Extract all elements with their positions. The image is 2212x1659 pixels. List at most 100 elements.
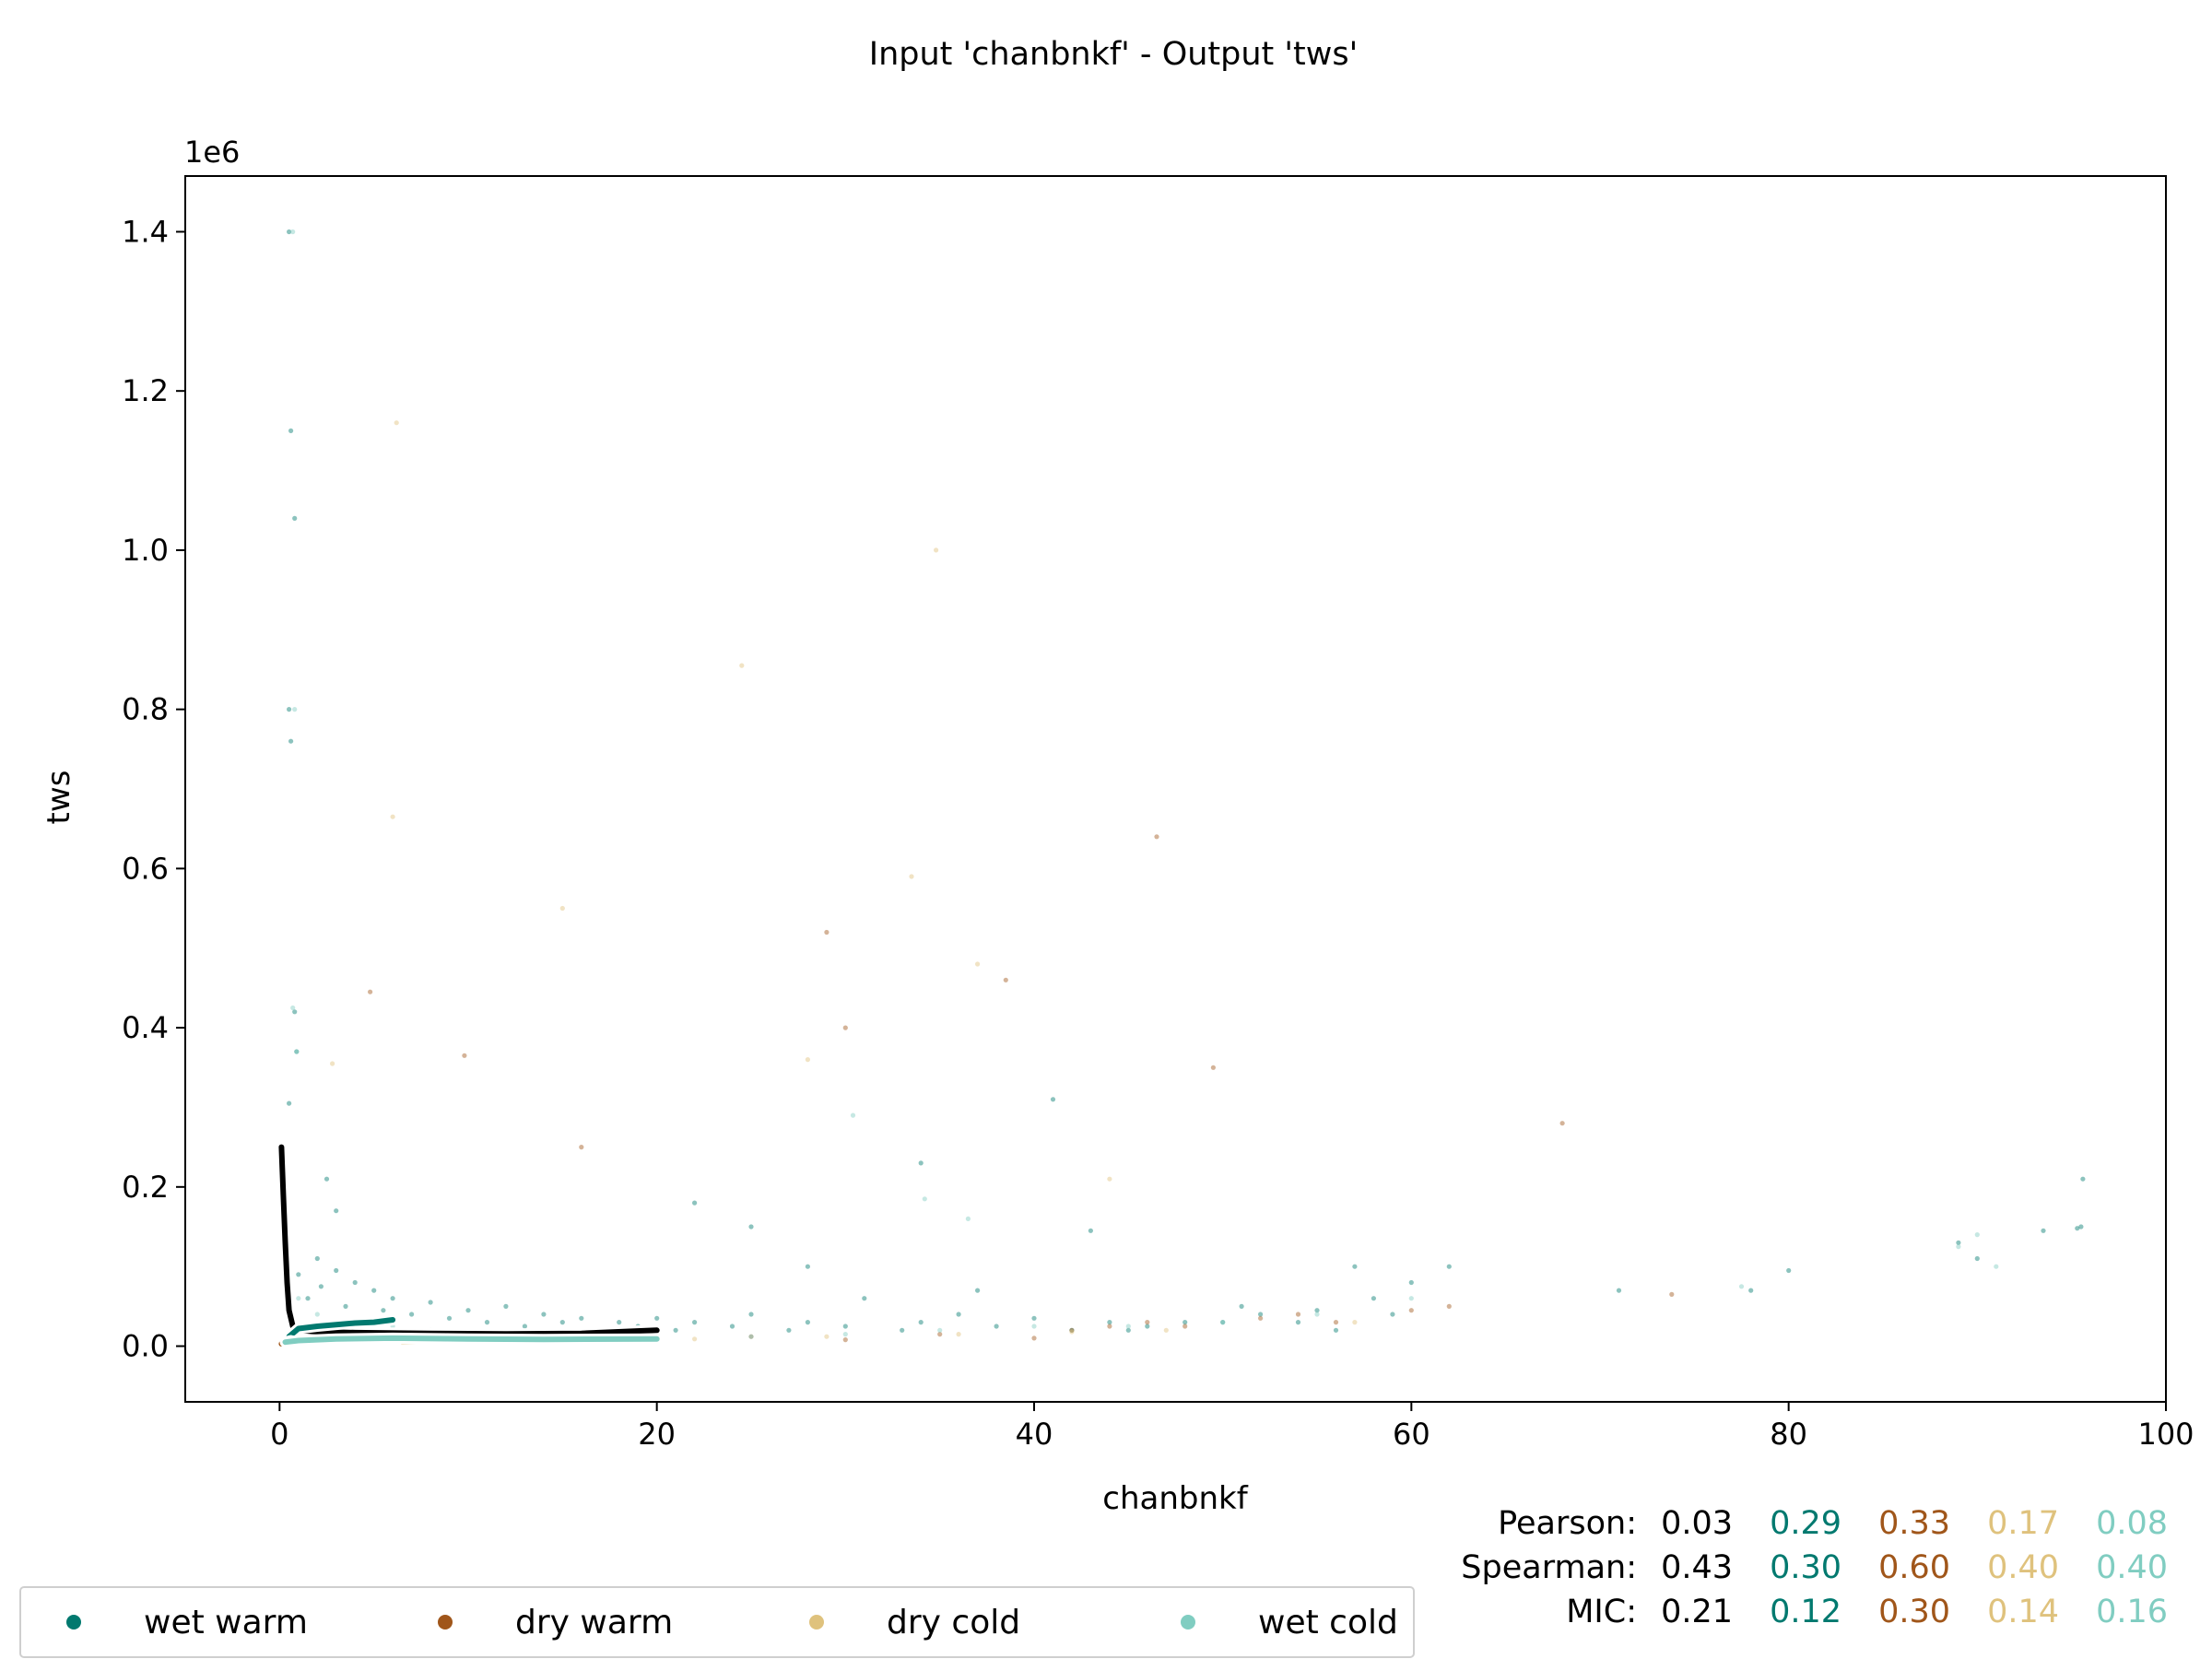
scatter-point: [1220, 1320, 1226, 1325]
trend-line: [278, 1144, 660, 1337]
scatter-point: [579, 1145, 584, 1150]
scatter-point: [1258, 1312, 1264, 1317]
scatter-point: [934, 547, 939, 553]
scatter-point: [1210, 1065, 1216, 1070]
x-axis-label: chanbnkf: [1102, 1480, 1248, 1517]
scatter-point: [975, 1288, 981, 1293]
scatter-point: [1145, 1320, 1150, 1325]
scatter-point: [2075, 1226, 2080, 1231]
scatter-point: [559, 1320, 565, 1325]
scatter-point: [1069, 1327, 1075, 1333]
scatter-point: [343, 1303, 348, 1309]
y-tick-label: 1.2: [122, 373, 169, 408]
scatter-point: [748, 1312, 754, 1317]
scatter-point: [1352, 1264, 1358, 1269]
scatter-point: [956, 1312, 961, 1317]
legend-marker: [1181, 1615, 1195, 1630]
scatter-point: [292, 707, 298, 712]
legend-marker: [438, 1615, 453, 1630]
x-axis: 0 20 40 60 80 100: [270, 1402, 2194, 1452]
scatter-point: [956, 1332, 961, 1337]
scatter-point: [1974, 1232, 1980, 1238]
scatter-point: [1154, 834, 1159, 840]
scatter-point: [748, 1334, 754, 1339]
scatter-point: [1295, 1320, 1301, 1325]
scatter-point: [287, 229, 292, 235]
scatter-point: [522, 1324, 528, 1329]
scatter-point: [918, 1160, 924, 1166]
scatter-point: [1050, 1097, 1056, 1102]
scatter-point: [1974, 1255, 1980, 1262]
scatter-point: [1616, 1288, 1622, 1293]
stats-value: 0.60: [1878, 1549, 1950, 1586]
scatter-point: [1107, 1320, 1112, 1325]
scatter-point: [541, 1312, 547, 1317]
scatter-point: [1239, 1303, 1244, 1309]
stats-value: 0.21: [1661, 1594, 1733, 1630]
scatter-point: [739, 663, 745, 668]
scatter-point: [1748, 1288, 1754, 1293]
y-tick-label: 1.4: [122, 214, 169, 249]
legend: wet warm dry warm dry cold wet cold: [19, 1586, 1415, 1658]
y-tick-label: 1.0: [122, 533, 169, 568]
scatter-point: [2041, 1228, 2046, 1233]
stats-value: 0.16: [2096, 1594, 2168, 1630]
scatter-point: [1182, 1324, 1188, 1329]
scatter-point: [1559, 1121, 1565, 1126]
scatter-point: [692, 1200, 698, 1206]
scatter-point: [748, 1224, 754, 1230]
scatter-point: [1031, 1324, 1037, 1329]
scatter-point: [462, 1053, 467, 1058]
scatter-point: [842, 1332, 848, 1337]
legend-label: dry warm: [515, 1604, 673, 1641]
plot-frame: [184, 175, 2167, 1403]
scatter-point: [292, 515, 298, 522]
scatter-point: [1352, 1320, 1358, 1325]
trend-line-halo: [276, 1141, 663, 1340]
stats-value: 0.40: [1987, 1549, 2059, 1586]
chart-title: Input 'chanbnkf' - Output 'tws': [869, 36, 1358, 73]
scatter-point: [368, 989, 373, 994]
stats-value: 0.30: [1878, 1594, 1950, 1630]
scatter-point: [287, 1100, 292, 1106]
scatter-point: [692, 1336, 698, 1342]
scatter-point: [1408, 1296, 1414, 1301]
stats-value: 0.08: [2096, 1505, 2168, 1542]
stats-label: Pearson:: [1498, 1505, 1637, 1542]
y-tick-label: 0.2: [122, 1170, 169, 1205]
scatter-layer: [287, 229, 2086, 1344]
scatter-point: [390, 814, 395, 819]
scatter-point: [654, 1315, 660, 1321]
scatter-point: [1738, 1284, 1745, 1289]
scatter-point: [1220, 1320, 1226, 1325]
scatter-point: [409, 1312, 415, 1317]
y-axis: 0.0 0.2 0.4 0.6 0.8 1.0 1.2 1.4: [122, 214, 185, 1364]
scatter-point: [937, 1327, 943, 1333]
scatter-point: [1408, 1308, 1414, 1313]
scatter-point: [1145, 1324, 1150, 1329]
trend-line: [282, 1335, 660, 1346]
legend-frame: [19, 1586, 1415, 1658]
scatter-point: [1003, 977, 1008, 982]
y-tick-label: 0.8: [122, 692, 169, 727]
scatter-point: [975, 961, 981, 967]
scatter-point: [294, 1049, 300, 1054]
scatter-point: [1390, 1312, 1395, 1317]
scatter-point: [786, 1327, 792, 1333]
scatter-point: [729, 1324, 735, 1329]
scatter-point: [1314, 1308, 1320, 1313]
stats-value: 0.03: [1661, 1505, 1733, 1542]
stats-value: 0.40: [2096, 1549, 2168, 1586]
scatter-point: [290, 229, 296, 235]
y-axis-label: tws: [41, 771, 77, 825]
legend-marker: [809, 1615, 824, 1630]
scatter-point: [288, 428, 294, 433]
stats-value: 0.30: [1770, 1549, 1841, 1586]
legend-marker: [66, 1615, 81, 1630]
scatter-point: [484, 1320, 490, 1325]
scatter-point: [1786, 1267, 1792, 1274]
scatter-point: [371, 1288, 377, 1293]
y-tick-label: 0.6: [122, 851, 169, 886]
scatter-point: [334, 1208, 339, 1214]
scatter-point: [314, 1255, 320, 1262]
